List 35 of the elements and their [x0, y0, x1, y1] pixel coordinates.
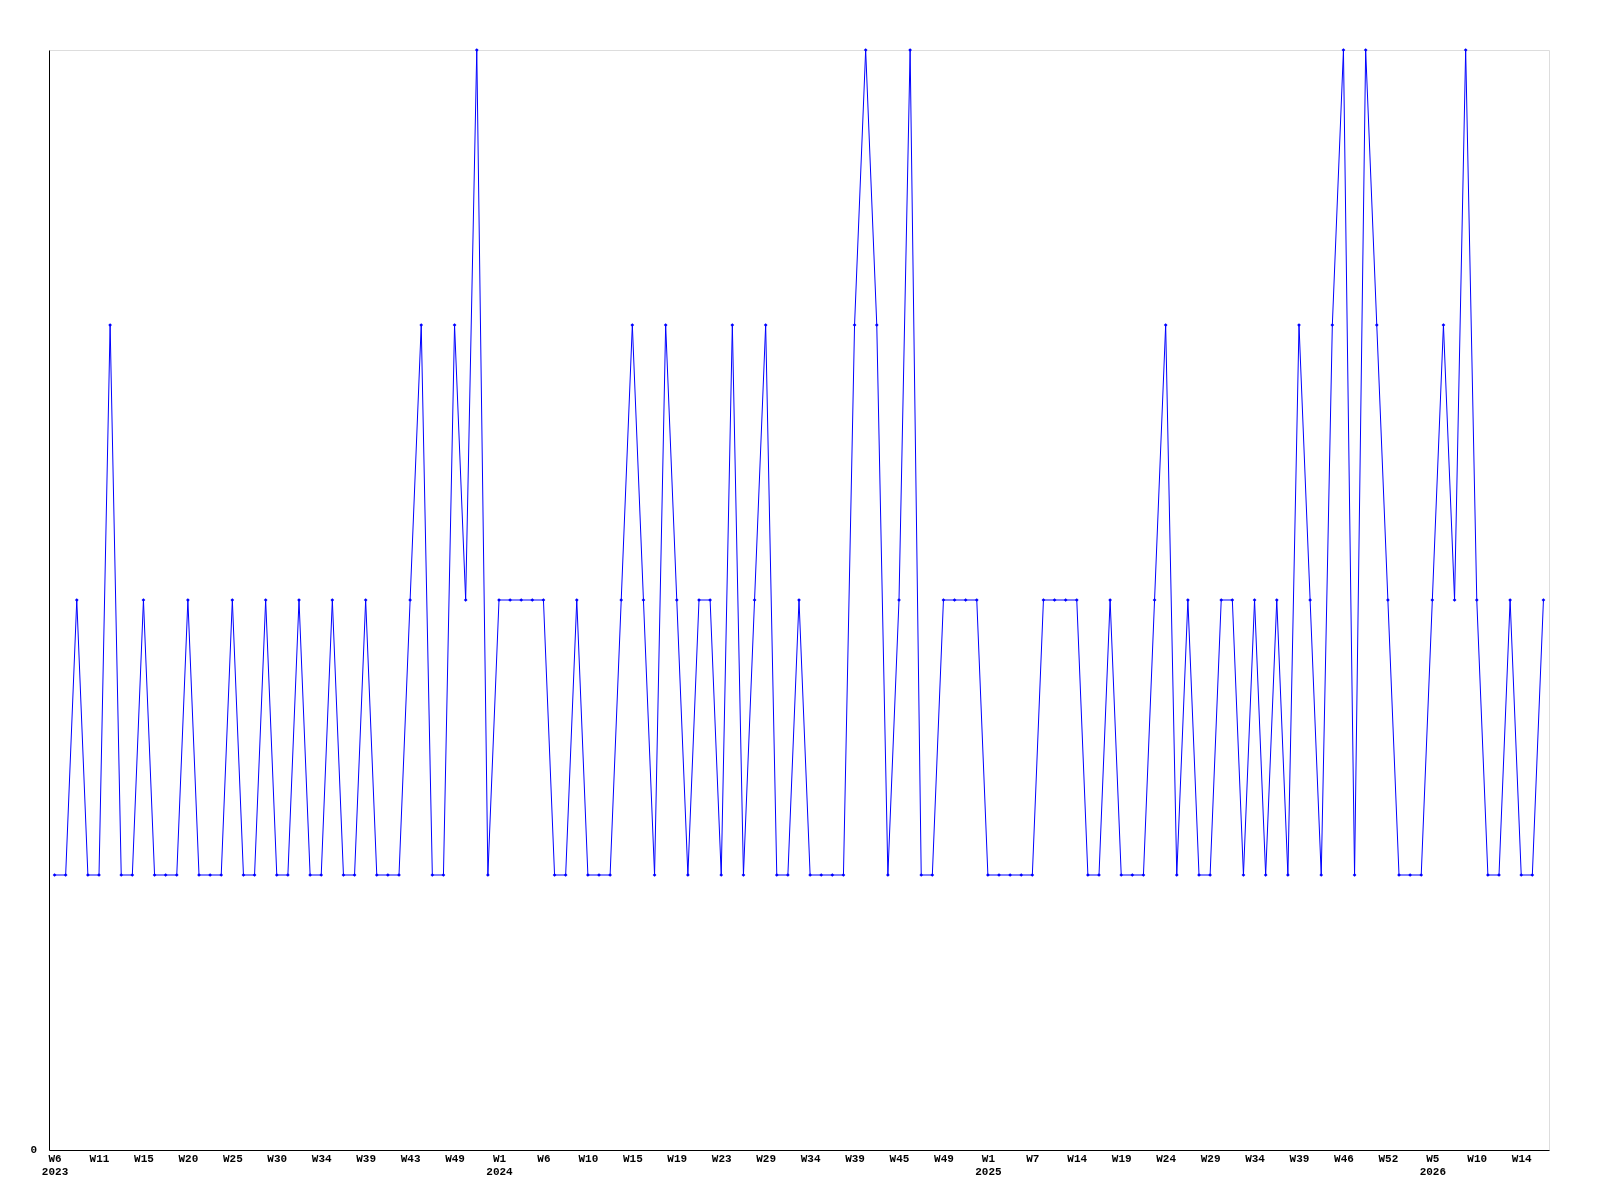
- x-tick-label: W10: [578, 1152, 599, 1165]
- x-tick-label: W15: [134, 1152, 155, 1165]
- x-tick-label: W5 2026: [1419, 1152, 1447, 1178]
- x-tick-label: W23: [711, 1152, 733, 1165]
- x-tick-label: W14: [1511, 1152, 1533, 1165]
- x-tick-label: W39: [356, 1152, 377, 1165]
- x-tick-label: W29: [756, 1152, 777, 1165]
- x-tick-label: W19: [667, 1152, 688, 1165]
- x-tick-label: W10: [1467, 1152, 1488, 1165]
- x-tick-label: W7: [1026, 1152, 1040, 1165]
- x-tick-label: W25: [222, 1152, 244, 1165]
- x-tick-label: W49: [445, 1152, 465, 1165]
- x-tick-label: W45: [889, 1152, 910, 1165]
- x-tick-label: W6 2023: [41, 1152, 69, 1178]
- x-tick-label: W34: [311, 1152, 333, 1165]
- x-tick-label: W46: [1334, 1152, 1354, 1165]
- x-tick-label: W24: [1156, 1152, 1177, 1165]
- x-tick-label: W30: [267, 1152, 288, 1165]
- x-tick-label: W39: [845, 1152, 865, 1165]
- x-tick-label: W20: [178, 1152, 199, 1165]
- x-tick-label: W29: [1200, 1152, 1221, 1165]
- x-tick-label: W1 2024: [486, 1152, 514, 1178]
- x-tick-label: W39: [1289, 1152, 1310, 1165]
- x-tick-label: W49: [934, 1152, 954, 1165]
- x-tick-label: W43: [400, 1152, 421, 1165]
- x-tick-label: W15: [622, 1152, 644, 1165]
- x-tick-label: W6: [537, 1152, 551, 1165]
- x-tick-label: W34: [800, 1152, 821, 1165]
- x-tick-label: W52: [1378, 1152, 1399, 1165]
- x-tick-label: W19: [1111, 1152, 1132, 1165]
- x-tick-label: W1 2025: [975, 1152, 1002, 1178]
- x-tick-label: W11: [89, 1152, 110, 1165]
- text: 0: [30, 1144, 37, 1156]
- x-tick-label: W34: [1245, 1152, 1266, 1165]
- x-tick-label: W14: [1067, 1152, 1088, 1165]
